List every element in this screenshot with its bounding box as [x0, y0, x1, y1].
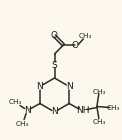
Text: O: O — [50, 31, 57, 40]
Text: NH: NH — [76, 106, 90, 115]
Text: CH₃: CH₃ — [107, 104, 120, 110]
Text: N: N — [66, 82, 72, 91]
Text: N: N — [24, 106, 30, 115]
Text: N: N — [37, 82, 43, 91]
Text: O: O — [72, 40, 79, 50]
Text: CH₃: CH₃ — [79, 33, 92, 39]
Text: N: N — [51, 108, 58, 116]
Text: CH₃: CH₃ — [92, 118, 106, 124]
Text: CH₃: CH₃ — [92, 88, 106, 95]
Text: CH₃: CH₃ — [8, 99, 22, 104]
Text: CH₃: CH₃ — [15, 122, 29, 128]
Text: S: S — [52, 60, 57, 69]
